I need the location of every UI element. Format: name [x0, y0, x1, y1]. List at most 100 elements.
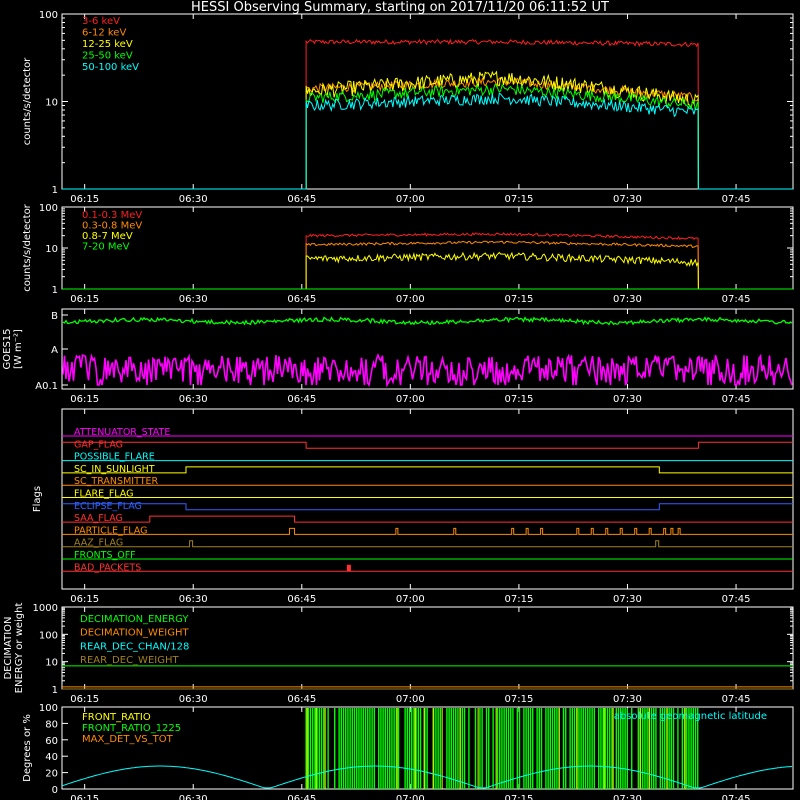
legend-entry: absolute geomagnetic latitude	[614, 711, 767, 722]
legend-entry: FRONT_RATIO_1225	[82, 723, 181, 734]
series-0-3-0-8-mev-line	[62, 240, 793, 290]
x-tick-label: 07:30	[613, 294, 642, 305]
series-0-1-0-3-mev-line	[62, 232, 793, 290]
legend-entry: FRONT_RATIO	[82, 712, 151, 723]
flag-label: POSSIBLE_FLARE	[74, 452, 155, 463]
flags-panel: 06:15 06:30 06:45 07:00 07:15 07:30 07:45 ATTEN…	[32, 408, 794, 605]
x-tick-label: 06:30	[179, 694, 208, 705]
y-tick-label: 100	[39, 630, 58, 641]
x-tick-label: 06:30	[179, 294, 208, 305]
flag-label: BAD_PACKETS	[74, 562, 141, 573]
x-tick-label: 07:30	[613, 194, 642, 205]
y-tick-label: 10	[45, 658, 58, 669]
x-tick-label: 07:30	[613, 594, 642, 605]
y-tick-label: 10	[45, 244, 58, 255]
flag-particle-flag-line	[62, 527, 793, 535]
x-tick-label: 06:45	[287, 294, 316, 305]
flag-label: FRONTS_OFF	[74, 550, 136, 561]
flag-label: SC_TRANSMITTER	[74, 476, 159, 487]
x-tick-label: 07:00	[396, 194, 425, 205]
legend-entry: DECIMATION_ENERGY	[80, 614, 189, 625]
legend-entry: REAR_DEC_WEIGHT	[80, 655, 179, 666]
series-50-100-kev-line	[62, 92, 793, 190]
flag-label: FLARE_FLAG	[74, 489, 134, 500]
x-tick-label: 07:15	[504, 294, 533, 305]
plot-frame	[61, 408, 794, 590]
flag-sc-in-sunlight-line	[62, 466, 793, 474]
x-tick-label: 07:15	[504, 594, 533, 605]
y-axis-label-line: Degrees or %	[22, 714, 33, 782]
x-tick-label: 07:15	[504, 694, 533, 705]
y-axis-label: Flags	[32, 486, 43, 512]
y-axis-label-line: DECIMATION	[3, 616, 14, 679]
flag-saa-flag-line	[62, 515, 793, 523]
x-tick-label: 06:15	[70, 694, 99, 705]
flag-aaz-flag-line	[62, 540, 793, 548]
flag-gap-flag-line	[62, 441, 793, 449]
series-3-6-kev-line	[62, 38, 793, 190]
legend-entry: 3-6 keV	[82, 16, 120, 27]
y-axis-label: Degrees or %	[22, 714, 33, 782]
legend-entry: REAR_DEC_CHAN/128	[80, 641, 189, 652]
x-tick-label: 07:30	[613, 694, 642, 705]
y-tick-label: 100	[39, 703, 58, 714]
y-tick-label: B	[51, 311, 58, 322]
x-tick-label: 06:15	[70, 394, 99, 405]
y-tick-label: A0.1	[35, 381, 58, 392]
series-12-25-kev-line	[62, 70, 793, 190]
plot-frame	[61, 206, 794, 290]
flag-bad-packets-line	[62, 564, 793, 572]
y-tick-label: 100	[39, 203, 58, 214]
x-tick-label: 06:45	[287, 594, 316, 605]
y-tick-label: 10	[45, 98, 58, 109]
series-0-8-7-mev-line	[62, 251, 793, 290]
y-tick-label: A	[51, 345, 58, 356]
chart-title: HESSI Observing Summary, starting on 201…	[191, 0, 609, 15]
y-axis-label: counts/s/detector	[22, 203, 33, 291]
legend-entry: 25-50 keV	[82, 51, 133, 62]
x-tick-label: 06:15	[70, 294, 99, 305]
y-axis-label-line: counts/s/detector	[22, 203, 33, 291]
x-tick-label: 07:45	[722, 794, 751, 800]
legend-entry: 50-100 keV	[82, 62, 139, 73]
x-tick-label: 07:00	[396, 394, 425, 405]
x-tick-label: 07:00	[396, 594, 425, 605]
legend-entry: 0.3-0.8 MeV	[82, 221, 142, 232]
x-tick-label: 06:30	[179, 794, 208, 800]
x-tick-label: 07:45	[722, 194, 751, 205]
x-tick-label: 07:30	[613, 394, 642, 405]
series-goes-short-channel-line	[62, 352, 793, 388]
y-axis-label-line: ENERGY or weight	[14, 603, 25, 694]
x-tick-label: 07:15	[504, 794, 533, 800]
legend-entry: MAX_DET_VS_TOT	[82, 734, 174, 745]
x-tick-label: 06:45	[287, 394, 316, 405]
legend-entry: 12-25 keV	[82, 39, 133, 50]
x-tick-label: 07:15	[504, 394, 533, 405]
flag-label: SAA_FLAG	[74, 513, 123, 524]
x-tick-label: 06:45	[287, 694, 316, 705]
y-tick-label: 100	[39, 10, 58, 21]
x-tick-label: 07:45	[722, 394, 751, 405]
y-axis-label: GOES15[W m⁻²]	[2, 328, 24, 369]
high-energy-rates-panel: 06:15 06:30 06:45 07:00 07:15 07:30 07:45 1 10 10…	[22, 203, 794, 305]
y-tick-label: 60	[45, 736, 58, 747]
x-tick-label: 07:30	[613, 794, 642, 800]
x-tick-label: 07:15	[504, 194, 533, 205]
series-25-50-kev-line	[62, 83, 793, 190]
y-tick-label: 0	[52, 785, 58, 796]
legend-entry: 0.1-0.3 MeV	[82, 210, 142, 221]
y-tick-label: 40	[45, 752, 58, 763]
goes-flux-panel: 06:15 06:30 06:45 07:00 07:15 07:30 07:45 A0.1 A…	[2, 308, 794, 405]
x-tick-label: 07:45	[722, 694, 751, 705]
series-geomagnetic-latitude-line	[61, 765, 793, 789]
y-axis-label-line: Flags	[32, 486, 43, 512]
flag-label: AAZ_FLAG	[74, 538, 123, 549]
y-axis-label-line: GOES15	[2, 328, 13, 369]
x-tick-label: 07:00	[396, 794, 425, 800]
y-tick-label: 20	[45, 769, 58, 780]
y-axis-label: DECIMATIONENERGY or weight	[3, 603, 25, 694]
legend-entry: 0.8-7 MeV	[82, 231, 133, 242]
series-goes-long-channel-line	[62, 316, 793, 326]
legend-entry: 7-20 MeV	[82, 242, 130, 253]
